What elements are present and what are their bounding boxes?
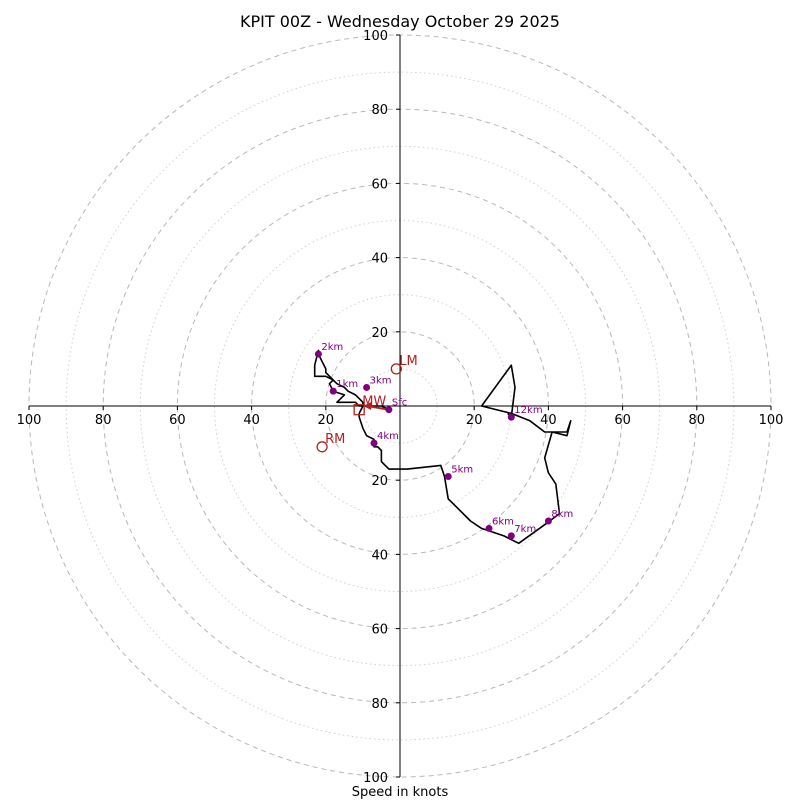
height-marker-label: 3km (370, 375, 392, 386)
storm-marker-RM (316, 441, 328, 453)
x-axis-label: Speed in knots (352, 785, 449, 800)
height-marker-4km (370, 439, 378, 447)
shear-arrow-head (363, 402, 372, 410)
height-marker-label: 2km (321, 342, 343, 353)
storm-marker-label: RM (325, 432, 345, 447)
height-marker-Sfc (385, 406, 393, 414)
height-marker-label: 7km (514, 524, 536, 535)
x-tick-label: 40 (243, 413, 260, 428)
height-marker-5km (444, 472, 452, 480)
y-tick-label: 20 (371, 474, 388, 489)
hodograph-line (313, 349, 572, 545)
x-tick-label: 60 (614, 413, 631, 428)
x-tick-label: 60 (169, 413, 186, 428)
x-tick-label: 100 (17, 413, 42, 428)
height-marker-3km (363, 383, 371, 391)
y-tick-label: 60 (371, 177, 388, 192)
x-tick-label: 100 (759, 413, 784, 428)
storm-marker-label: LM (399, 354, 417, 369)
hodograph-trace (313, 349, 572, 545)
height-marker-7km (507, 532, 515, 540)
height-marker-label: 1km (336, 379, 358, 390)
height-marker-label: 6km (492, 516, 514, 527)
height-marker-label: 4km (377, 431, 399, 442)
height-marker-12km (507, 413, 515, 421)
height-marker-label: 5km (451, 464, 473, 475)
x-tick-label: 20 (466, 413, 483, 428)
height-marker-2km (314, 350, 322, 358)
x-tick-label: 20 (318, 413, 335, 428)
y-tick-label: 100 (363, 29, 388, 44)
y-tick-label: 40 (371, 548, 388, 563)
height-marker-1km (329, 387, 337, 395)
storm-motion-markers: LM RM MW (316, 354, 418, 453)
height-marker-label: Sfc (392, 398, 407, 409)
axis-ticks: 100 100 100 100 80 80 80 80 60 60 60 60 40 40 40 40 20 20… (17, 29, 784, 786)
x-tick-label: 80 (95, 413, 112, 428)
y-tick-label: 40 (371, 252, 388, 267)
height-marker-8km (544, 517, 552, 525)
x-tick-label: 80 (689, 413, 706, 428)
y-tick-label: 80 (371, 697, 388, 712)
storm-marker-MW (353, 404, 365, 416)
height-marker-6km (485, 524, 493, 532)
y-tick-label: 60 (371, 623, 388, 638)
y-tick-label: 100 (363, 771, 388, 786)
storm-marker-LM (390, 363, 402, 375)
storm-marker-label: MW (362, 395, 386, 410)
axes (29, 35, 771, 777)
height-marker-label: 12km (514, 405, 542, 416)
y-tick-label: 80 (371, 103, 388, 118)
chart-title: KPIT 00Z - Wednesday October 29 2025 (240, 12, 560, 31)
x-tick-label: 40 (540, 413, 557, 428)
height-marker-label: 8km (551, 509, 573, 520)
y-tick-label: 20 (371, 326, 388, 341)
